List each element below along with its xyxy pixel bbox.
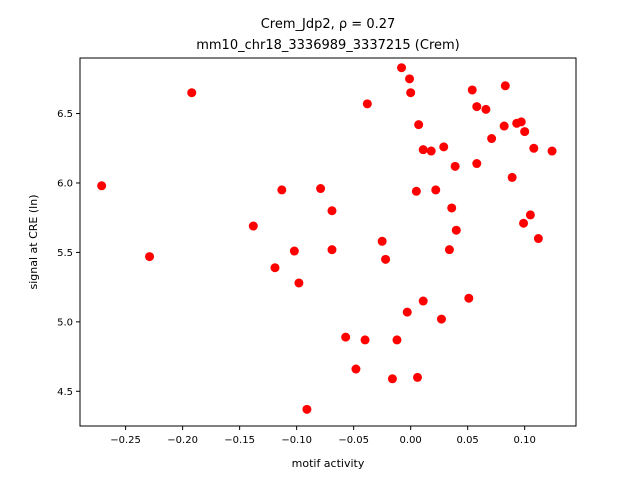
- x-tick-label-6: 0.05: [457, 435, 479, 446]
- data-point-45: [507, 172, 517, 182]
- x-tick-label-0: −0.25: [110, 435, 141, 446]
- y-tick-label-3: 6.0: [57, 178, 73, 189]
- x-tick-label-5: 0.00: [400, 435, 422, 446]
- data-point-37: [464, 293, 474, 303]
- x-axis-ticks: −0.25 −0.20 −0.15 −0.10 −0.05 0.00 0.05 0.10: [110, 426, 536, 446]
- chart-title-line1: Crem_Jdp2, ρ = 0.27: [261, 17, 396, 32]
- data-point-10: [327, 206, 337, 216]
- data-point-28: [418, 296, 428, 306]
- data-point-8: [302, 404, 312, 414]
- data-point-9: [316, 184, 326, 194]
- data-point-25: [413, 372, 423, 382]
- data-point-12: [341, 332, 351, 342]
- data-point-24: [411, 186, 421, 196]
- data-point-16: [377, 236, 387, 246]
- points-layer: [97, 63, 557, 414]
- data-point-30: [431, 185, 441, 195]
- data-point-44: [500, 81, 510, 91]
- data-point-13: [351, 364, 361, 374]
- data-point-38: [467, 85, 477, 95]
- y-tick-label-1: 5.0: [57, 317, 73, 328]
- data-point-0: [97, 181, 107, 191]
- data-point-47: [516, 117, 526, 127]
- data-point-27: [418, 145, 428, 155]
- y-axis-label: signal at CRE (ln): [27, 195, 40, 290]
- data-point-22: [405, 74, 415, 84]
- data-point-36: [451, 225, 461, 235]
- data-point-17: [381, 254, 391, 264]
- data-point-11: [327, 245, 337, 255]
- data-point-5: [277, 185, 287, 195]
- x-axis-label: motif activity: [292, 457, 365, 470]
- data-point-33: [444, 245, 454, 255]
- data-point-35: [450, 161, 460, 171]
- data-point-40: [472, 159, 482, 169]
- data-point-14: [360, 335, 370, 345]
- y-tick-label-4: 6.5: [57, 109, 73, 120]
- data-point-48: [519, 218, 529, 228]
- x-tick-label-1: −0.20: [167, 435, 198, 446]
- data-point-43: [499, 121, 509, 131]
- data-point-2: [187, 88, 197, 98]
- data-point-1: [145, 252, 155, 262]
- data-point-7: [294, 278, 304, 288]
- x-tick-label-7: 0.10: [514, 435, 536, 446]
- data-point-23: [406, 88, 416, 98]
- data-point-20: [397, 63, 407, 73]
- data-point-31: [436, 314, 446, 324]
- data-point-53: [547, 146, 557, 156]
- y-tick-label-2: 5.5: [57, 248, 73, 259]
- data-point-6: [289, 246, 299, 256]
- y-tick-label-0: 4.5: [57, 387, 73, 398]
- data-point-39: [472, 102, 482, 112]
- data-point-49: [520, 127, 530, 137]
- data-point-3: [248, 221, 258, 231]
- data-point-41: [481, 104, 491, 114]
- chart-title-line2: mm10_chr18_3336989_3337215 (Crem): [196, 38, 460, 53]
- data-point-32: [439, 142, 449, 152]
- data-point-52: [533, 234, 543, 244]
- x-tick-label-4: −0.05: [338, 435, 369, 446]
- data-point-34: [447, 203, 457, 213]
- data-point-51: [529, 143, 539, 153]
- data-point-4: [270, 263, 280, 273]
- y-axis-ticks: 4.5 5.0 5.5 6.0 6.5: [57, 109, 80, 398]
- data-point-29: [426, 146, 436, 156]
- data-point-42: [487, 134, 497, 144]
- data-point-26: [414, 120, 424, 130]
- data-point-21: [402, 307, 412, 317]
- data-point-18: [387, 374, 397, 384]
- x-tick-label-2: −0.15: [224, 435, 255, 446]
- plot-frame: [79, 57, 577, 427]
- data-point-15: [362, 99, 372, 109]
- data-point-19: [392, 335, 402, 345]
- x-tick-label-3: −0.10: [281, 435, 312, 446]
- data-point-50: [525, 210, 535, 220]
